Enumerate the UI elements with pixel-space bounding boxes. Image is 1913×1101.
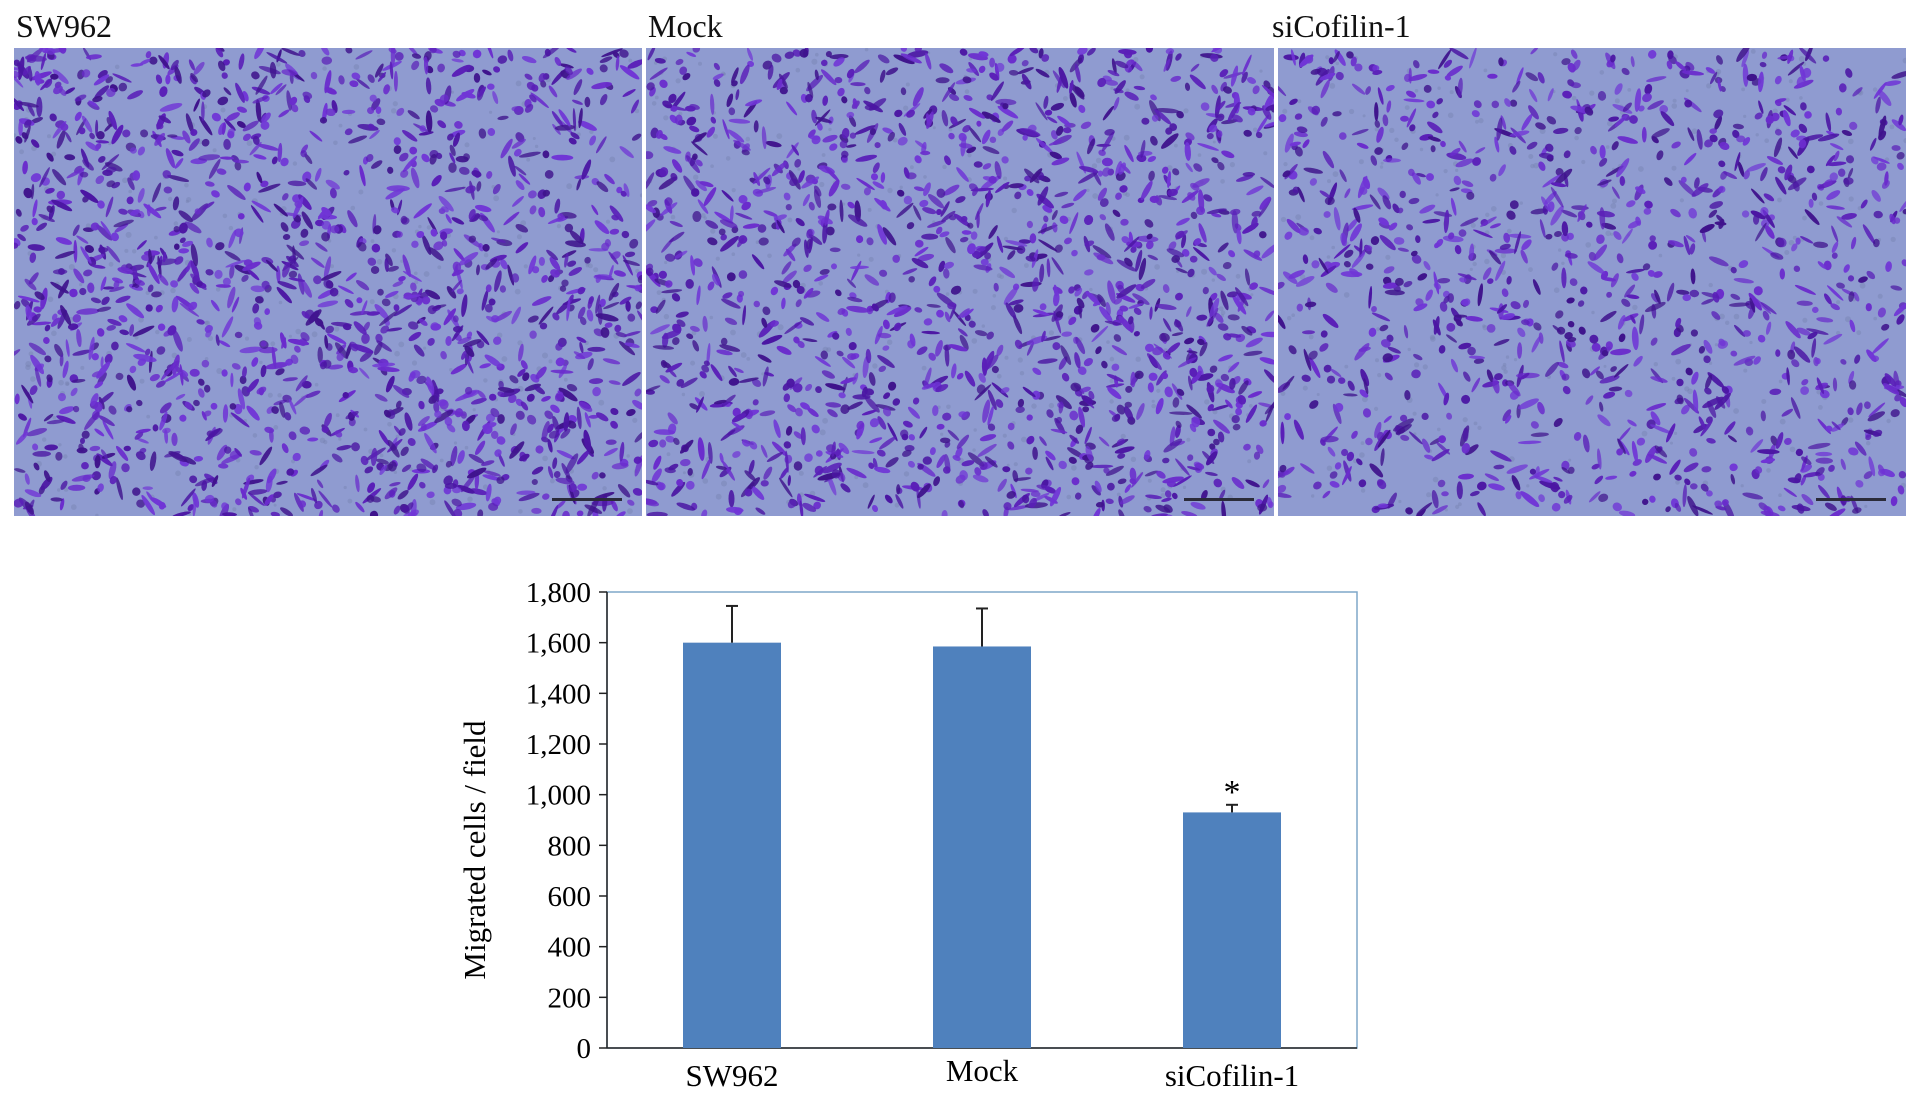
panel-label-sw962: SW962: [16, 8, 112, 44]
y-tick-label: 1,600: [526, 628, 591, 660]
bar-sicofilin-1: [1183, 812, 1281, 1048]
panel-label-sicofilin: siCofilin-1: [1272, 8, 1411, 44]
y-tick-label: 0: [577, 1033, 592, 1065]
bar-sw962: [683, 642, 781, 1048]
significance-marker: *: [1224, 774, 1241, 811]
y-tick-label: 1,200: [526, 729, 591, 761]
micrograph-sw962: [14, 48, 642, 516]
bar-chart: 0 200 400 600 800 1,000 1,200 1,400 1,600 1,800 S…: [0, 540, 1913, 1101]
x-category-label: siCofilin-1: [1165, 1058, 1299, 1093]
y-tick-label: 1,800: [526, 577, 591, 609]
x-category-label: SW962: [686, 1058, 779, 1093]
panel-label-mock: Mock: [648, 8, 723, 44]
y-axis-label: Migrated cells / field: [457, 720, 492, 980]
y-tick-label: 800: [548, 830, 592, 862]
y-tick-label: 600: [548, 881, 592, 913]
micrograph-sicofilin: [1278, 48, 1906, 516]
y-tick-label: 1,400: [526, 678, 591, 710]
y-tick-label: 400: [548, 932, 592, 964]
bar-chart-svg: 0 200 400 600 800 1,000 1,200 1,400 1,600 1,800 S…: [457, 577, 1358, 1093]
y-tick-label: 200: [548, 982, 592, 1014]
x-category-label: Mock: [946, 1053, 1019, 1088]
y-tick-label: 1,000: [526, 780, 591, 812]
bar-mock: [933, 646, 1031, 1048]
micrograph-mock: [646, 48, 1274, 516]
